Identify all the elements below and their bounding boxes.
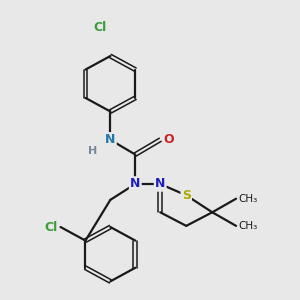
Text: CH₃: CH₃ <box>239 221 258 231</box>
Text: N: N <box>130 178 140 190</box>
Text: N: N <box>105 133 116 146</box>
Text: O: O <box>164 133 174 146</box>
Text: CH₃: CH₃ <box>239 194 258 204</box>
Text: Cl: Cl <box>44 220 57 233</box>
Text: H: H <box>88 146 97 156</box>
Text: N: N <box>155 178 165 190</box>
Text: Cl: Cl <box>94 21 107 34</box>
Text: S: S <box>182 189 191 202</box>
